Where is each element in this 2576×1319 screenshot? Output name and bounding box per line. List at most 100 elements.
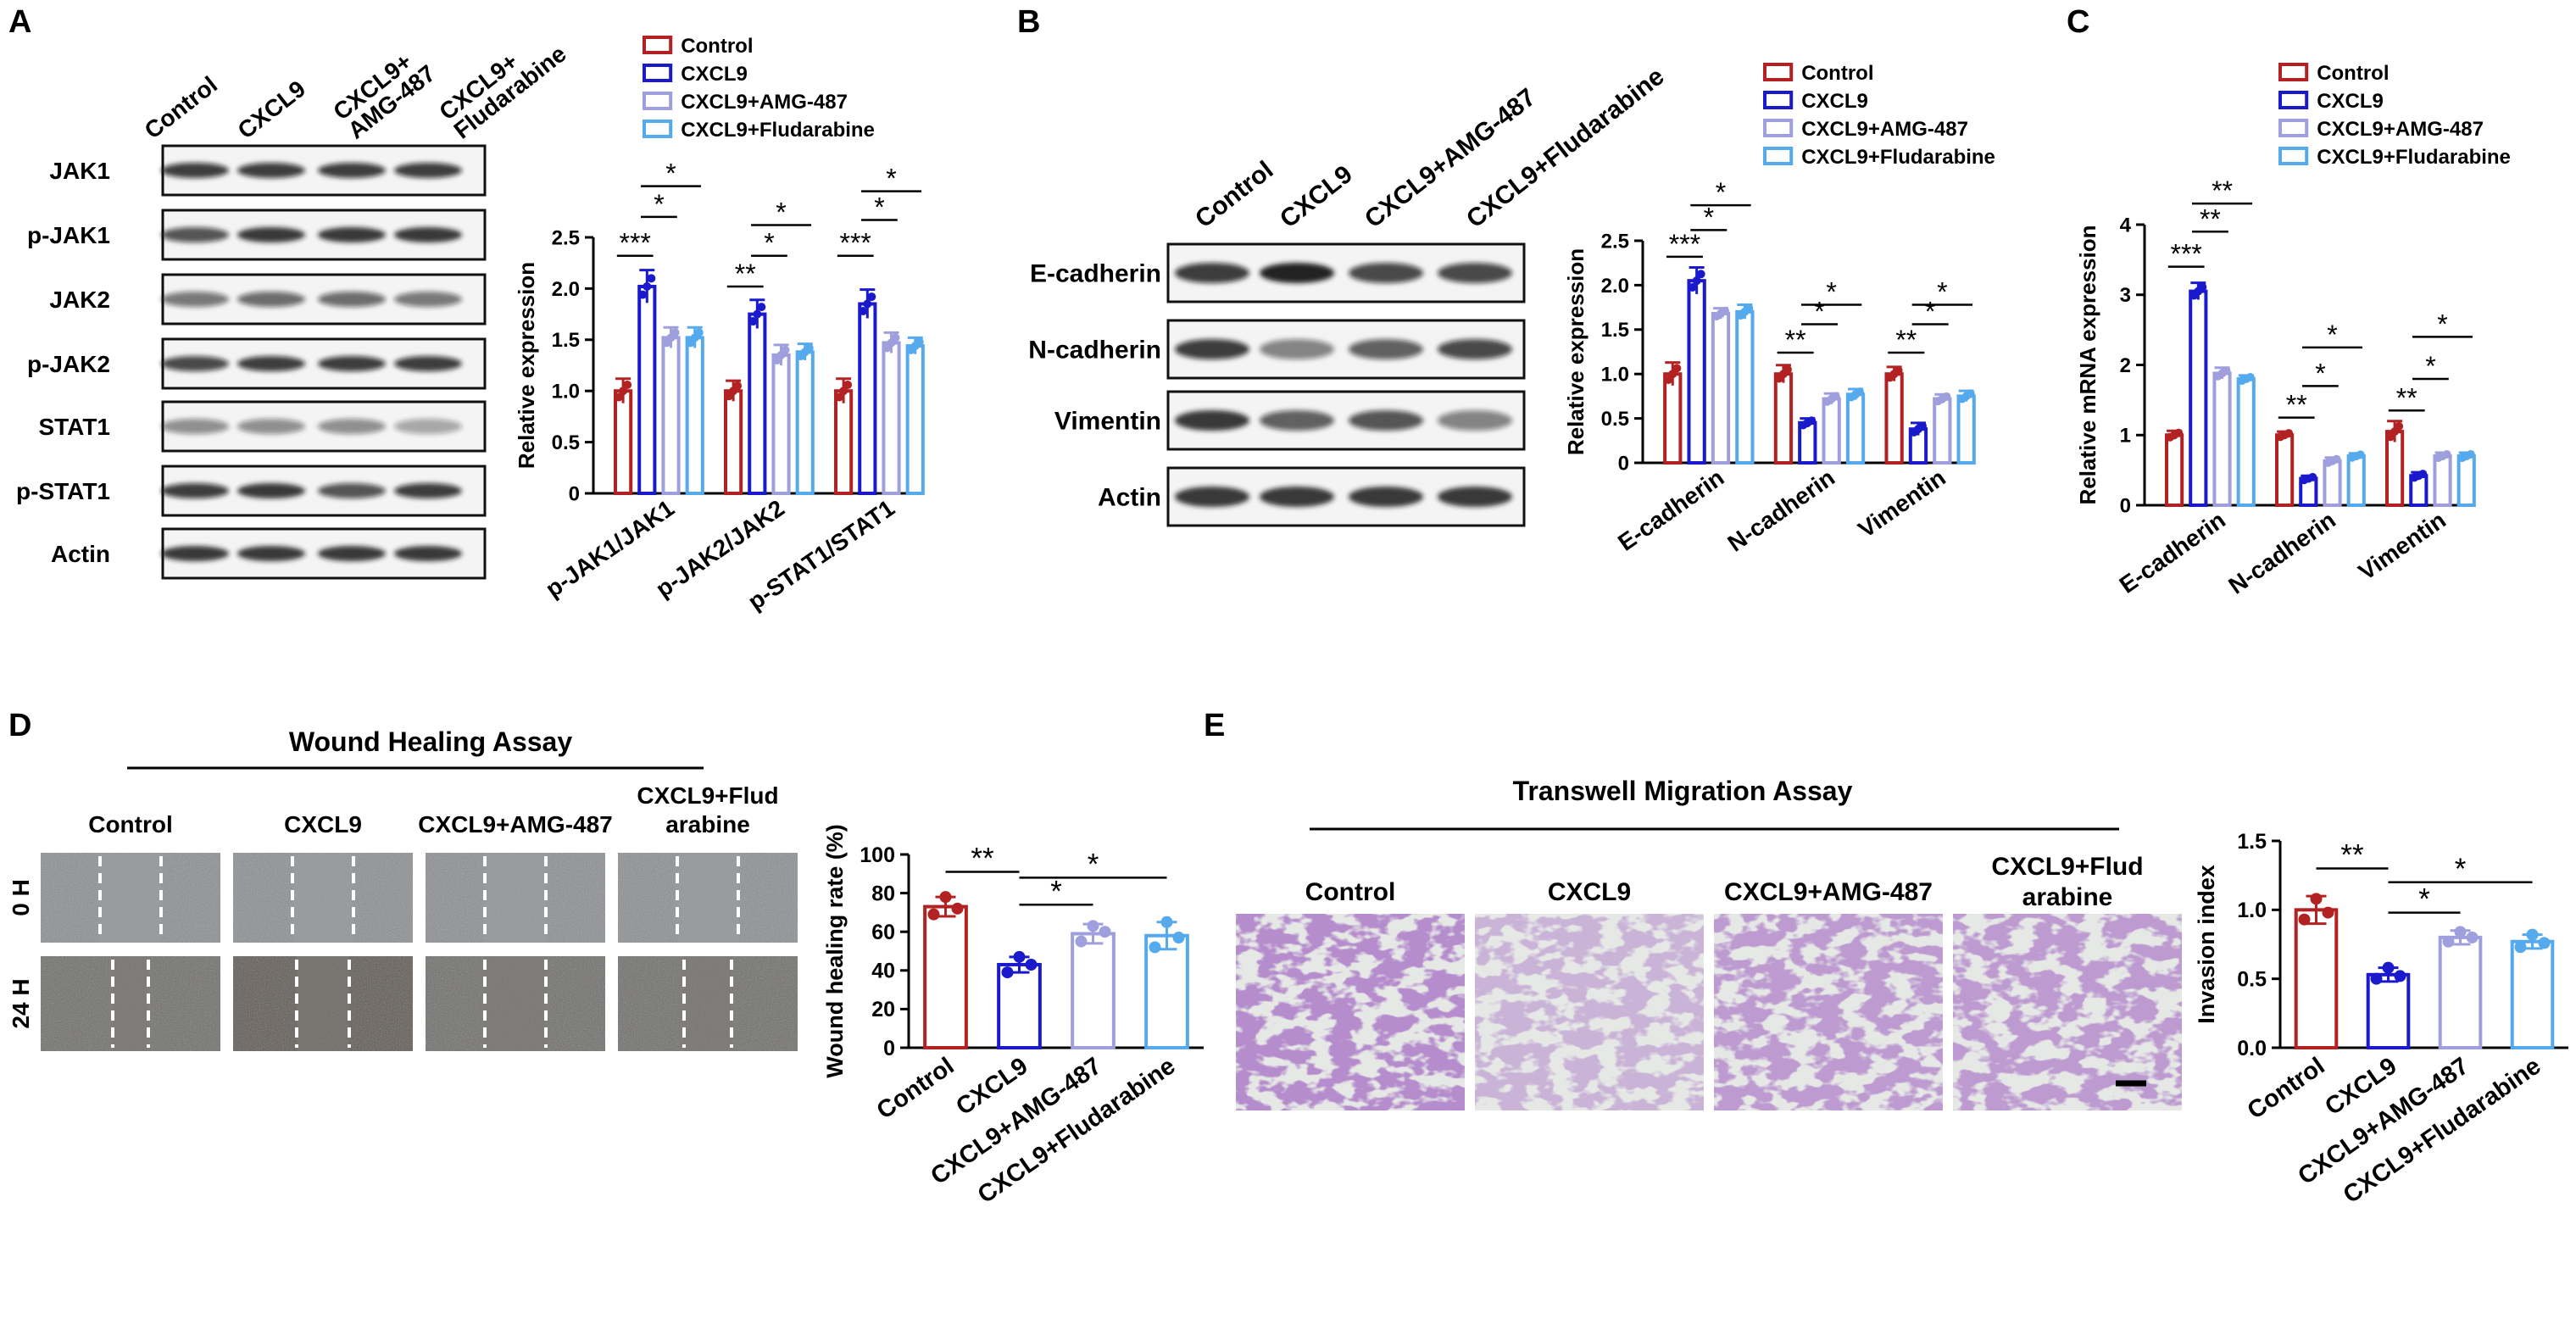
- blot-band: [1260, 410, 1334, 431]
- category-label: N-cadherin: [1723, 465, 1840, 557]
- y-tick-label: 100: [860, 843, 895, 867]
- significance-label: **: [735, 259, 756, 289]
- data-point: [1855, 387, 1865, 397]
- transwell-column-label: CXCL9+AMG-487: [1724, 878, 1933, 906]
- blot-row-label: p-STAT1: [16, 478, 110, 504]
- bar: [2456, 454, 2476, 508]
- bar: [2323, 459, 2342, 507]
- y-tick-label: 0.0: [2237, 1037, 2267, 1060]
- transwell-images: [1236, 914, 2182, 1110]
- blot-band: [161, 419, 229, 434]
- data-point: [2332, 454, 2341, 464]
- legend-label: Control: [681, 35, 753, 58]
- blot-band: [1438, 410, 1512, 431]
- data-point: [647, 274, 656, 283]
- wound-gap: [100, 853, 161, 943]
- wound-images: 0 H 24 H: [8, 853, 798, 1051]
- blot-band: [394, 419, 462, 434]
- significance-label: **: [2340, 839, 2364, 872]
- legend-swatch: [643, 36, 673, 54]
- panel-letter-b: B: [1017, 4, 1040, 40]
- blot-band: [1349, 263, 1423, 283]
- lane-label-line: CXCL9: [233, 75, 310, 144]
- blot-band: [318, 419, 386, 434]
- blot-band: [161, 227, 229, 242]
- data-point: [2308, 472, 2317, 481]
- significance-label: *: [2315, 358, 2325, 388]
- legend-swatch: [643, 64, 673, 82]
- blot-band: [1438, 487, 1512, 507]
- bar: [905, 344, 925, 495]
- legend-swatch: [1763, 119, 1794, 137]
- bar: [614, 389, 633, 496]
- wound-column-label-line: Control: [88, 811, 173, 838]
- data-point: [670, 328, 680, 337]
- data-point: [2310, 893, 2323, 905]
- data-point: [2418, 470, 2428, 479]
- y-tick-label: 2.0: [1601, 275, 1629, 298]
- significance-label: *: [1050, 875, 1062, 908]
- lane-label-line: CXCL9+AMG-487: [1360, 83, 1541, 233]
- data-point: [2526, 928, 2539, 941]
- category-label: E-cadherin: [1613, 465, 1728, 556]
- legend-swatch: [2278, 63, 2309, 81]
- data-point: [835, 392, 844, 402]
- blot-row-label: p-JAK2: [27, 351, 110, 377]
- data-point: [1087, 920, 1099, 932]
- bar: [1735, 309, 1755, 465]
- significance-label: *: [2327, 320, 2337, 350]
- panel-a: A Control CXCL9 CXCL9+AMG-487CXCL9+Fludara…: [8, 4, 925, 615]
- transwell-cells: [1714, 914, 1943, 1110]
- blot-band: [1349, 487, 1423, 507]
- bar: [997, 962, 1042, 1049]
- data-point: [2514, 941, 2527, 954]
- transwell-column-label: CXCL9: [1548, 878, 1631, 906]
- blot-band: [1349, 339, 1423, 359]
- significance-label: **: [1785, 325, 1806, 355]
- data-point: [2395, 421, 2404, 431]
- blot-band: [1438, 339, 1512, 359]
- significance-label: *: [1937, 276, 1947, 307]
- y-axis-label: Invasion index: [2194, 865, 2219, 1024]
- bar: [1773, 372, 1794, 465]
- blot-band: [394, 292, 462, 307]
- data-point: [748, 317, 758, 326]
- bar: [1663, 372, 1683, 465]
- data-point: [694, 328, 704, 337]
- blot-band: [237, 163, 305, 178]
- y-axis-label: Relative mRNA expression: [2075, 225, 2100, 505]
- lane-label-line: CXCL9+Fludarabine: [1461, 62, 1670, 233]
- transwell-assay-title: Transwell Migration Assay: [1513, 776, 1853, 806]
- legend-swatch: [643, 120, 673, 138]
- significance-label: *: [2437, 309, 2447, 339]
- bar: [834, 389, 854, 496]
- blot-band: [318, 163, 386, 178]
- blot-band: [1260, 339, 1334, 359]
- blot-band: [237, 356, 305, 371]
- panel-letter-a: A: [8, 4, 31, 40]
- transwell-column-label-line: Control: [1305, 878, 1396, 906]
- bar: [637, 284, 657, 496]
- panel-letter-d: D: [8, 708, 31, 743]
- y-tick-label: 2: [2120, 354, 2131, 377]
- y-tick-label: 1: [2120, 425, 2131, 448]
- data-point: [2174, 428, 2184, 437]
- data-point: [1149, 941, 1161, 954]
- significance-label: **: [2286, 390, 2307, 420]
- data-point: [2284, 429, 2294, 438]
- significance-label: **: [2396, 382, 2417, 413]
- data-point: [859, 306, 868, 315]
- blot-band: [237, 546, 305, 561]
- data-point: [2466, 450, 2475, 459]
- data-point: [1917, 421, 1927, 431]
- blot-band: [1260, 487, 1334, 507]
- blot-band: [161, 483, 229, 498]
- blot-row-label: STAT1: [38, 414, 110, 440]
- legend-label: Control: [1801, 62, 1873, 85]
- blot-row-label: Actin: [51, 541, 110, 567]
- transwell-cells: [1953, 914, 2182, 1110]
- transwell-column-labels: Control CXCL9 CXCL9+AMG-487 CXCL9+Flud arabi…: [1305, 853, 2144, 911]
